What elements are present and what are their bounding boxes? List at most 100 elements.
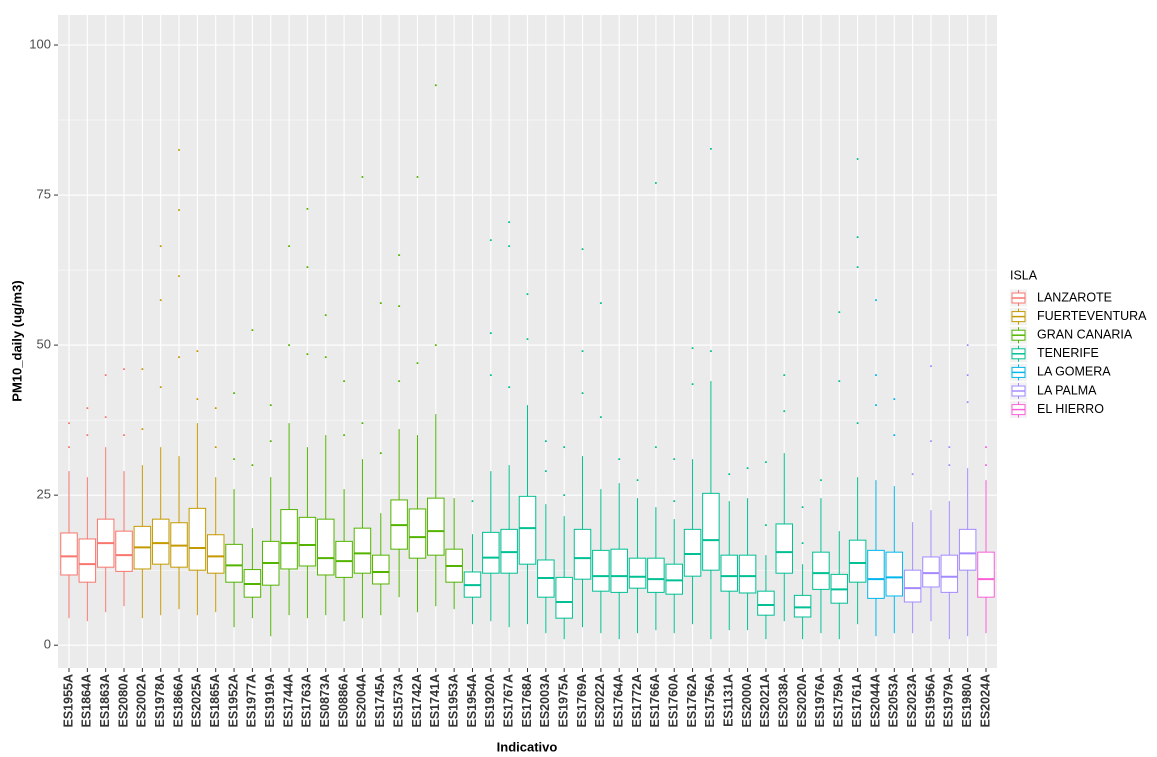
box: [793, 594, 812, 618]
outlier: [673, 458, 676, 461]
legend-key: [1010, 401, 1027, 419]
x-tick-label: ES1573A: [391, 674, 405, 728]
outlier: [948, 464, 951, 467]
outlier: [398, 380, 401, 383]
outlier: [233, 392, 236, 395]
x-tick-label: ES1978A: [153, 674, 167, 728]
outlier: [526, 293, 529, 296]
outlier: [471, 500, 474, 503]
outlier: [856, 422, 859, 425]
outlier: [343, 434, 346, 437]
outlier: [654, 182, 657, 185]
outlier: [434, 344, 437, 347]
box: [665, 563, 683, 595]
x-tick-label: ES1742A: [410, 674, 424, 728]
x-tick-label: ES1769A: [575, 674, 589, 728]
x-tick-label: ES1865A: [208, 674, 222, 728]
outlier: [691, 347, 694, 350]
box: [683, 528, 702, 577]
outlier: [984, 464, 987, 467]
box: [188, 507, 207, 571]
box: [812, 551, 830, 590]
x-tick-label: ES1762A: [685, 674, 699, 728]
outlier: [233, 458, 236, 461]
box: [225, 543, 243, 583]
outlier: [398, 305, 401, 308]
outlier: [563, 494, 566, 497]
outlier: [288, 344, 291, 347]
box: [775, 523, 794, 574]
box: [702, 492, 720, 571]
x-tick-label: ES1979A: [942, 674, 956, 728]
outlier: [324, 356, 327, 359]
x-tick-label: ES2080A: [116, 674, 130, 728]
outlier: [581, 392, 584, 395]
outlier: [929, 440, 932, 443]
outlier: [324, 314, 327, 317]
box: [628, 557, 647, 589]
x-tick-label: ES2024A: [978, 674, 992, 728]
x-tick-label: ES1953A: [446, 674, 460, 728]
outlier: [104, 374, 107, 377]
x-tick-label: ES2023A: [905, 674, 919, 728]
outlier: [306, 207, 309, 210]
legend-label: TENERIFE: [1037, 346, 1099, 360]
box: [885, 551, 904, 597]
box: [353, 527, 372, 574]
outlier: [966, 374, 969, 377]
outlier: [251, 464, 254, 467]
x-tick-label: ES0873A: [318, 674, 332, 728]
outlier: [416, 362, 419, 365]
legend-label: LA GOMERA: [1037, 365, 1111, 379]
legend-label: EL HIERRO: [1037, 402, 1104, 416]
x-tick-label: ES1766A: [648, 674, 662, 728]
outlier: [599, 416, 602, 419]
outlier: [874, 404, 877, 407]
x-tick-label: ES1955A: [61, 674, 75, 728]
outlier: [123, 434, 126, 437]
outlier: [416, 176, 419, 179]
x-tick-label: ES1977A: [245, 674, 259, 728]
outlier: [86, 407, 89, 410]
outlier: [251, 329, 254, 332]
legend-label: LANZAROTE: [1037, 290, 1112, 304]
legend-key: [1010, 326, 1027, 344]
outlier: [563, 446, 566, 449]
outlier: [581, 248, 584, 251]
outlier: [783, 410, 786, 413]
outlier: [856, 158, 859, 161]
outlier: [178, 209, 181, 212]
outlier: [783, 374, 786, 377]
outlier: [379, 452, 382, 455]
box: [555, 576, 573, 619]
y-tick-label: 0: [44, 637, 51, 652]
outlier: [893, 398, 896, 401]
outlier: [68, 422, 71, 425]
outlier: [874, 299, 877, 302]
legend-label: GRAN CANARIA: [1037, 327, 1133, 341]
legend-label: FUERTEVENTURA: [1037, 309, 1147, 323]
box: [335, 540, 353, 578]
box: [151, 518, 170, 565]
outlier: [966, 344, 969, 347]
outlier: [361, 422, 364, 425]
box: [298, 516, 317, 567]
outlier: [178, 356, 181, 359]
x-tick-label: ES2053A: [887, 674, 901, 728]
x-tick-label: ES1741A: [428, 674, 442, 728]
y-tick-label: 75: [37, 186, 51, 201]
x-tick-label: ES2020A: [795, 674, 809, 728]
box: [940, 554, 959, 593]
outlier: [104, 416, 107, 419]
outlier: [874, 374, 877, 377]
x-tick-label: ES1954A: [465, 674, 479, 728]
outlier: [764, 524, 767, 527]
outlier: [709, 147, 712, 150]
legend-key: [1010, 308, 1027, 326]
outlier: [801, 506, 804, 509]
outlier: [893, 434, 896, 437]
box: [647, 557, 665, 593]
outlier: [856, 236, 859, 239]
outlier: [838, 311, 841, 314]
